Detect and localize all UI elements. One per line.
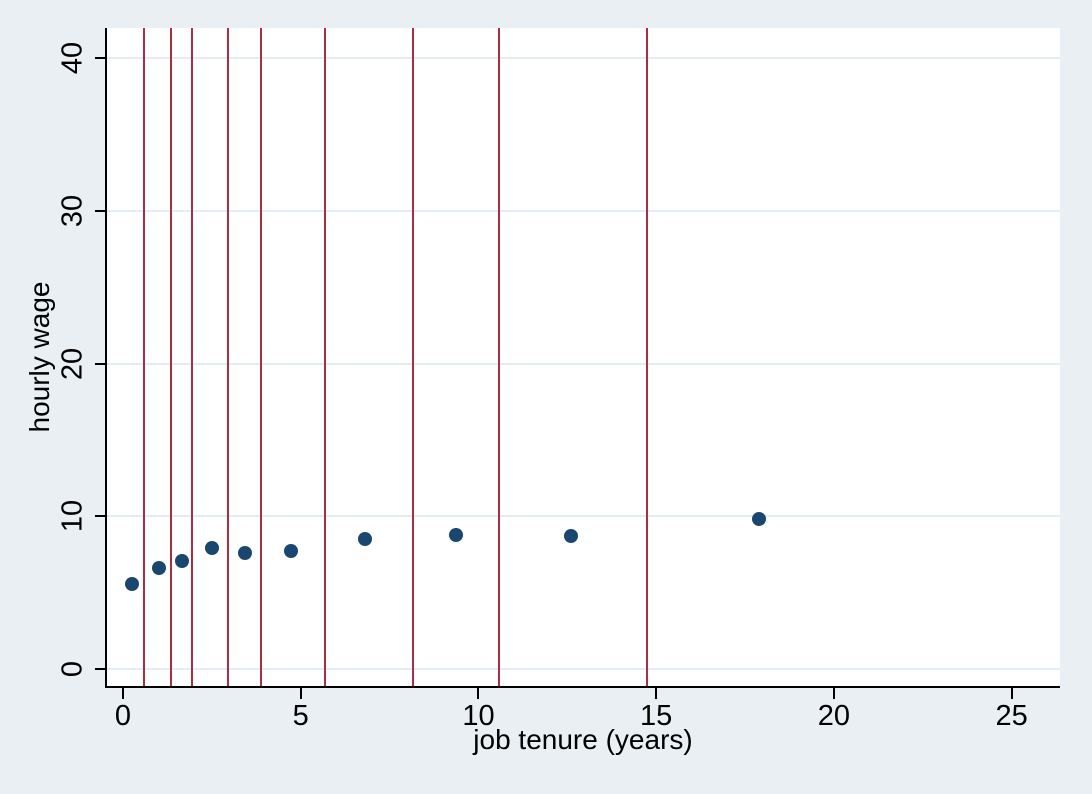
y-tick-mark (95, 515, 105, 518)
y-tick-mark (95, 210, 105, 213)
y-gridline (107, 210, 1060, 213)
y-gridline (107, 362, 1060, 365)
x-tick-mark (299, 688, 302, 699)
bin-boundary-vline (645, 28, 648, 686)
y-gridline (107, 515, 1060, 518)
bin-boundary-vline (411, 28, 414, 686)
data-point (449, 528, 464, 543)
y-tick-label: 0 (56, 660, 89, 678)
x-tick-label: 25 (995, 700, 1028, 732)
x-tick-mark (832, 688, 835, 699)
bin-boundary-vline (169, 28, 172, 686)
bin-boundary-vline (498, 28, 501, 686)
y-tick-mark (95, 362, 105, 365)
y-tick-label: 20 (56, 347, 89, 380)
data-point (284, 543, 299, 558)
bin-boundary-vline (142, 28, 145, 686)
data-point (563, 529, 578, 544)
y-tick-mark (95, 57, 105, 60)
x-tick-mark (1010, 688, 1013, 699)
bin-boundary-vline (190, 28, 193, 686)
x-tick-label: 0 (114, 700, 132, 732)
x-tick-label: 15 (640, 700, 673, 732)
x-tick-label: 20 (817, 700, 851, 732)
y-axis-line (105, 28, 107, 688)
data-point (204, 540, 219, 555)
data-point (752, 512, 767, 527)
y-gridline (107, 668, 1060, 671)
y-axis-title: hourly wage (24, 281, 55, 433)
bin-boundary-vline (259, 28, 262, 686)
bin-boundary-vline (323, 28, 326, 686)
x-tick-mark (655, 688, 658, 699)
y-tick-label: 40 (56, 42, 89, 75)
x-tick-mark (121, 688, 124, 699)
bin-boundary-vline (226, 28, 229, 686)
x-tick-label: 10 (462, 700, 495, 732)
x-axis-title: job tenure (years) (473, 724, 693, 755)
data-point (151, 561, 166, 576)
data-point (237, 546, 252, 561)
data-point (358, 532, 373, 547)
x-tick-mark (477, 688, 480, 699)
y-tick-label: 30 (56, 194, 89, 228)
plot-area (107, 28, 1060, 686)
data-point (125, 576, 140, 591)
y-tick-label: 10 (56, 500, 89, 533)
data-point (175, 554, 190, 569)
x-tick-label: 5 (292, 700, 309, 732)
y-gridline (107, 57, 1060, 60)
y-tick-mark (95, 668, 105, 671)
x-axis-line (105, 686, 1060, 688)
